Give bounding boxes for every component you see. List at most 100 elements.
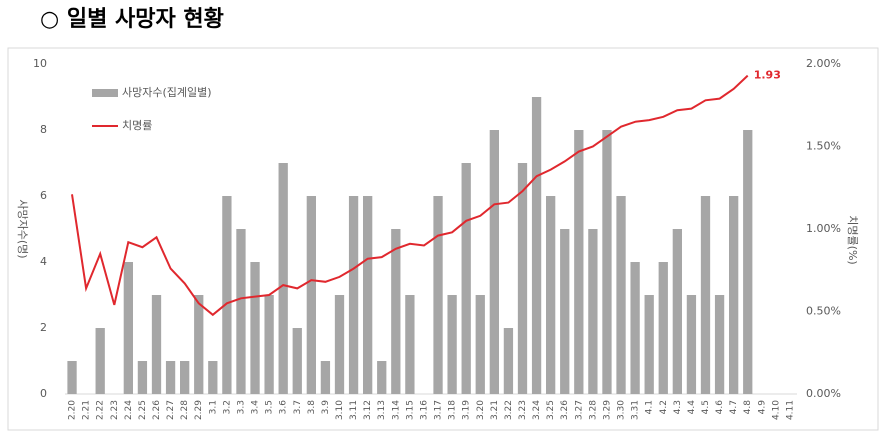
y-tick-label: 6 bbox=[40, 189, 47, 202]
y-tick-label: 2 bbox=[40, 321, 47, 334]
x-tick-label: 3.25 bbox=[546, 400, 556, 420]
x-tick-label: 3.14 bbox=[391, 400, 401, 420]
y-axis-label: 사망자수(명) bbox=[16, 199, 29, 258]
x-tick-label: 4.1 bbox=[645, 400, 655, 414]
bar bbox=[588, 229, 598, 394]
y2-tick-label: 1.00% bbox=[806, 222, 841, 235]
x-tick-label: 3.30 bbox=[617, 400, 627, 420]
bar bbox=[574, 130, 584, 394]
x-tick-label: 2.29 bbox=[194, 400, 204, 420]
bar bbox=[616, 196, 626, 394]
bar bbox=[391, 229, 401, 394]
y2-tick-label: 2.00% bbox=[806, 57, 841, 70]
bar bbox=[560, 229, 570, 394]
bar bbox=[729, 196, 739, 394]
bar bbox=[222, 196, 232, 394]
x-tick-label: 3.17 bbox=[434, 400, 444, 420]
bar bbox=[278, 163, 288, 394]
bar bbox=[405, 295, 415, 394]
x-tick-label: 3.13 bbox=[377, 400, 387, 420]
bar bbox=[743, 130, 753, 394]
bar bbox=[546, 196, 556, 394]
y-tick-label: 8 bbox=[40, 123, 47, 136]
x-tick-label: 4.5 bbox=[701, 400, 711, 414]
y-tick-label: 10 bbox=[33, 57, 47, 70]
bar bbox=[208, 361, 218, 394]
x-tick-label: 3.11 bbox=[349, 400, 359, 420]
x-tick-label: 3.1 bbox=[208, 400, 218, 414]
x-tick-label: 3.26 bbox=[560, 400, 570, 420]
x-tick-label: 3.15 bbox=[405, 400, 415, 420]
bar bbox=[194, 295, 204, 394]
x-tick-label: 2.22 bbox=[96, 400, 106, 420]
legend-swatch bbox=[92, 89, 118, 97]
bar bbox=[334, 295, 345, 394]
x-tick-label: 3.24 bbox=[532, 400, 542, 420]
bar bbox=[137, 361, 148, 394]
bar bbox=[686, 295, 697, 394]
x-tick-label: 3.10 bbox=[335, 400, 345, 420]
bar bbox=[348, 196, 359, 394]
bar bbox=[292, 328, 302, 394]
x-tick-label: 2.25 bbox=[138, 400, 148, 420]
x-tick-label: 3.29 bbox=[602, 400, 612, 420]
bar bbox=[306, 196, 316, 394]
y2-tick-label: 1.50% bbox=[806, 140, 841, 153]
x-tick-label: 2.20 bbox=[68, 400, 78, 420]
y2-tick-label: 0.50% bbox=[806, 305, 841, 318]
x-tick-label: 3.5 bbox=[265, 400, 275, 414]
x-tick-label: 3.6 bbox=[279, 400, 289, 415]
x-tick-label: 3.16 bbox=[419, 400, 429, 420]
y-tick-label: 0 bbox=[40, 387, 47, 400]
bar bbox=[503, 328, 514, 394]
x-tick-label: 3.23 bbox=[518, 400, 528, 420]
x-tick-label: 2.26 bbox=[152, 400, 162, 420]
legend-label: 사망자수(집계일별) bbox=[122, 85, 212, 99]
bar bbox=[672, 229, 682, 394]
bar bbox=[489, 130, 499, 394]
bar bbox=[714, 295, 725, 394]
y-tick-label: 4 bbox=[40, 255, 47, 268]
bar bbox=[644, 295, 654, 394]
bar bbox=[461, 163, 471, 394]
chart-frame bbox=[7, 47, 879, 431]
bar bbox=[658, 262, 668, 394]
bar bbox=[433, 196, 443, 394]
x-tick-label: 3.22 bbox=[504, 400, 514, 420]
x-tick-label: 3.12 bbox=[363, 400, 373, 420]
bar bbox=[630, 262, 640, 394]
x-tick-label: 3.19 bbox=[462, 400, 472, 420]
bar bbox=[236, 229, 246, 394]
y2-tick-label: 0.00% bbox=[806, 387, 841, 400]
bar bbox=[377, 361, 387, 394]
bar bbox=[320, 361, 331, 394]
bar bbox=[517, 163, 528, 394]
bar bbox=[67, 361, 77, 394]
x-tick-label: 3.28 bbox=[588, 400, 598, 420]
x-tick-label: 3.18 bbox=[448, 400, 458, 420]
bar bbox=[250, 262, 260, 394]
x-tick-label: 3.8 bbox=[307, 400, 317, 415]
bar bbox=[447, 295, 457, 394]
x-tick-label: 4.3 bbox=[673, 400, 683, 414]
x-tick-label: 3.3 bbox=[236, 400, 246, 414]
bar bbox=[700, 196, 711, 394]
x-tick-label: 3.21 bbox=[490, 400, 500, 420]
x-tick-label: 3.20 bbox=[476, 400, 486, 420]
x-tick-label: 2.24 bbox=[124, 400, 134, 420]
bar bbox=[363, 196, 373, 394]
x-tick-label: 3.27 bbox=[574, 400, 584, 420]
x-tick-label: 4.10 bbox=[771, 400, 781, 420]
data-label: 1.93 bbox=[754, 69, 781, 82]
x-tick-label: 4.9 bbox=[757, 400, 767, 415]
bar bbox=[165, 361, 176, 394]
x-tick-label: 3.4 bbox=[251, 400, 261, 415]
x-tick-label: 4.11 bbox=[785, 400, 795, 420]
x-tick-label: 4.4 bbox=[687, 400, 697, 415]
x-tick-label: 4.2 bbox=[659, 400, 669, 414]
x-tick-label: 2.21 bbox=[82, 400, 92, 420]
y2-axis-label: 치명률(%) bbox=[846, 215, 859, 264]
x-tick-label: 3.31 bbox=[631, 400, 641, 420]
x-tick-label: 4.8 bbox=[743, 400, 753, 415]
